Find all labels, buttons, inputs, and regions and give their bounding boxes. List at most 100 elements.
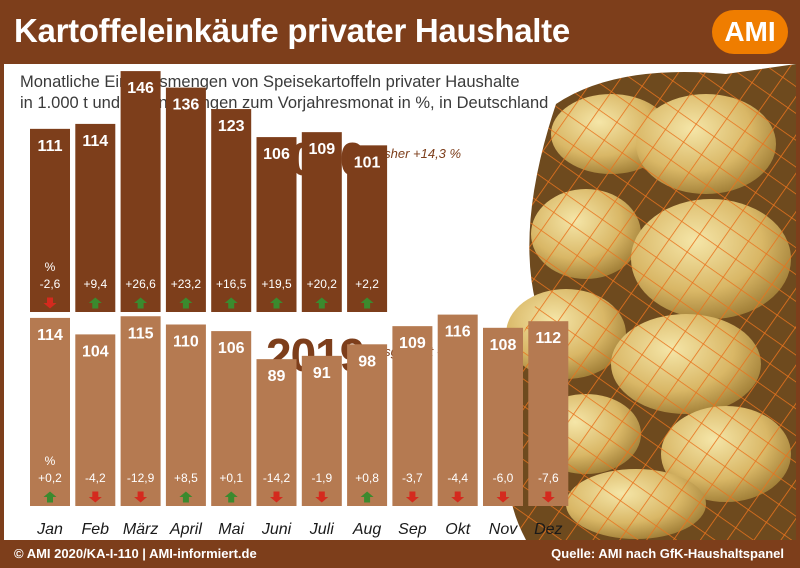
chart-2019-bar-Jan (30, 317, 70, 506)
month-tick-label: Jan (36, 521, 63, 538)
month-tick-label: Dez (534, 521, 562, 538)
chart-2019-value-label: 110 (173, 334, 199, 351)
chart-2020-change-label: +23,2 (171, 277, 202, 291)
chart-2019-change-label: +0,1 (219, 471, 243, 485)
chart-2020-arrow-up-icon (224, 297, 238, 309)
chart-2020-arrow-up-icon (88, 297, 102, 309)
chart-2019-bar-April (165, 324, 206, 506)
chart-2020-change-label: +16,5 (216, 277, 247, 291)
chart-2019-value-label: 106 (218, 340, 245, 357)
chart-2019-bar-Mai (211, 331, 252, 506)
chart-2019-value-label: 91 (313, 365, 331, 382)
chart-2019-change-label: -4,2 (85, 471, 106, 485)
chart-2020-value-label: 111 (38, 138, 63, 155)
chart-2019-value-label: 112 (535, 330, 561, 347)
chart-2019-arrow-up-icon (224, 491, 238, 503)
chart-2019-value-label: 104 (82, 343, 109, 360)
chart-2019-value-label: 116 (445, 324, 471, 341)
footer-source: Quelle: AMI nach GfK-Haushaltspanel (551, 546, 784, 561)
chart-2019-value-label: 89 (268, 368, 286, 385)
chart-2020-value-label: 114 (82, 133, 108, 150)
chart-2020-bar-Juni (256, 137, 297, 312)
chart-2019-arrow-down-icon (88, 491, 102, 503)
ami-logo: AMI (712, 10, 788, 54)
chart-2020-arrow-up-icon (315, 297, 329, 309)
chart-2019-arrow-down-icon (315, 491, 329, 503)
chart-2020-value-label: 109 (308, 141, 335, 158)
chart-2019-value-label: 109 (399, 335, 426, 352)
chart-2020-change-label: +26,6 (125, 277, 156, 291)
chart-2019-arrow-down-icon (270, 491, 283, 503)
chart-2019-arrow-down-icon (451, 491, 465, 503)
chart-2019-change-label: +8,5 (174, 471, 198, 485)
chart-2019-change-label: -3,7 (402, 471, 423, 485)
chart-2019-arrow-up-icon (43, 491, 57, 503)
chart-2019-value-label: 108 (490, 337, 517, 354)
chart-2020-value-label: 136 (173, 97, 200, 114)
chart-2019-arrow-down-icon (541, 491, 555, 503)
chart-2020-change-label: +9,4 (83, 277, 107, 291)
chart-2019-change-label: -14,2 (263, 471, 291, 485)
chart-2019-change-label: -12,9 (127, 471, 155, 485)
bar-charts: 111% -2,6 114 +9,4 146 +26,6 136 +23,2 123 +16,5 1… (30, 71, 569, 538)
chart-panel: Monatliche Einkaufsmengen von Speisekart… (4, 64, 796, 540)
chart-2020-value-label: 123 (218, 118, 245, 135)
chart-2019-arrow-down-icon (405, 491, 419, 503)
chart-2020-percent-label: % (45, 260, 56, 274)
month-tick-label: Feb (82, 521, 110, 538)
chart-2019-value-label: 115 (128, 325, 154, 342)
chart-2019-bar-Aug (347, 344, 388, 506)
chart-2019-bar-März (120, 316, 161, 506)
footer-copyright: © AMI 2020/KA-I-110 | AMI-informiert.de (14, 546, 257, 561)
month-tick-label: Aug (352, 521, 382, 538)
chart-2020-arrow-up-icon (179, 297, 193, 309)
chart-2019-bar-Sep (392, 326, 433, 506)
chart-2019-arrow-up-icon (360, 491, 374, 503)
chart-2019-bar-Nov (483, 327, 523, 506)
chart-2019-bar-Juli (301, 355, 342, 506)
chart-2019-bar-Juni (256, 359, 297, 506)
chart-2019-change-label: -4,4 (447, 471, 468, 485)
chart-2019-value-label: 114 (37, 327, 63, 344)
chart-2020-value-label: 101 (354, 154, 381, 171)
page-title: Kartoffeleinkäufe privater Haushalte (14, 12, 570, 49)
month-tick-label: Juni (261, 521, 292, 538)
chart-2020-arrow-up-icon (134, 297, 148, 309)
chart-2020-bar-Feb (75, 123, 116, 313)
chart-2020-arrow-up-icon (270, 297, 283, 309)
chart-2020-arrow-down-icon (43, 297, 57, 309)
chart-2019-change-label: -1,9 (311, 471, 332, 485)
month-tick-label: März (123, 521, 159, 538)
year-2020-note: bisher +14,3 % (374, 146, 462, 161)
month-tick-label: Okt (445, 521, 470, 538)
chart-2020-change-label: +20,2 (307, 277, 338, 291)
chart-2019-percent-label: % (45, 454, 56, 468)
chart-2020-arrow-up-icon (360, 297, 374, 309)
month-tick-label: Nov (489, 521, 518, 538)
chart-2019-change-label: +0,2 (38, 471, 62, 485)
month-tick-label: Sep (398, 521, 427, 538)
chart-2019-bar-Dez (528, 321, 569, 506)
header: Kartoffeleinkäufe privater Haushalte AMI (0, 0, 800, 64)
chart-2020-bar-April (165, 87, 206, 312)
chart-2019-arrow-up-icon (179, 491, 193, 503)
chart-2019-bar-Okt (437, 314, 478, 506)
chart-2020-change-label: -2,6 (40, 277, 61, 291)
chart-2019-arrow-down-icon (496, 491, 510, 503)
chart-2020-bar-Jan (30, 128, 70, 312)
chart-2019-value-label: 98 (358, 353, 376, 370)
month-tick-label: April (169, 521, 202, 538)
chart-2020-bar-Aug (347, 145, 388, 312)
chart-2019-bar-Feb (75, 334, 116, 506)
month-tick-label: Juli (309, 521, 334, 538)
chart-2019-change-label: +0,8 (355, 471, 379, 485)
chart-2020-change-label: +19,5 (261, 277, 292, 291)
month-tick-label: Mai (218, 521, 244, 538)
chart-2020-bar-Mai (211, 109, 252, 312)
chart-2020-change-label: +2,2 (355, 277, 379, 291)
chart-2019-arrow-down-icon (134, 491, 148, 503)
chart-2020-bar-März (120, 71, 161, 312)
chart-2020-value-label: 146 (127, 80, 154, 97)
chart-2019-change-label: -7,6 (538, 471, 559, 485)
chart-2020-bar-Juli (301, 132, 342, 312)
